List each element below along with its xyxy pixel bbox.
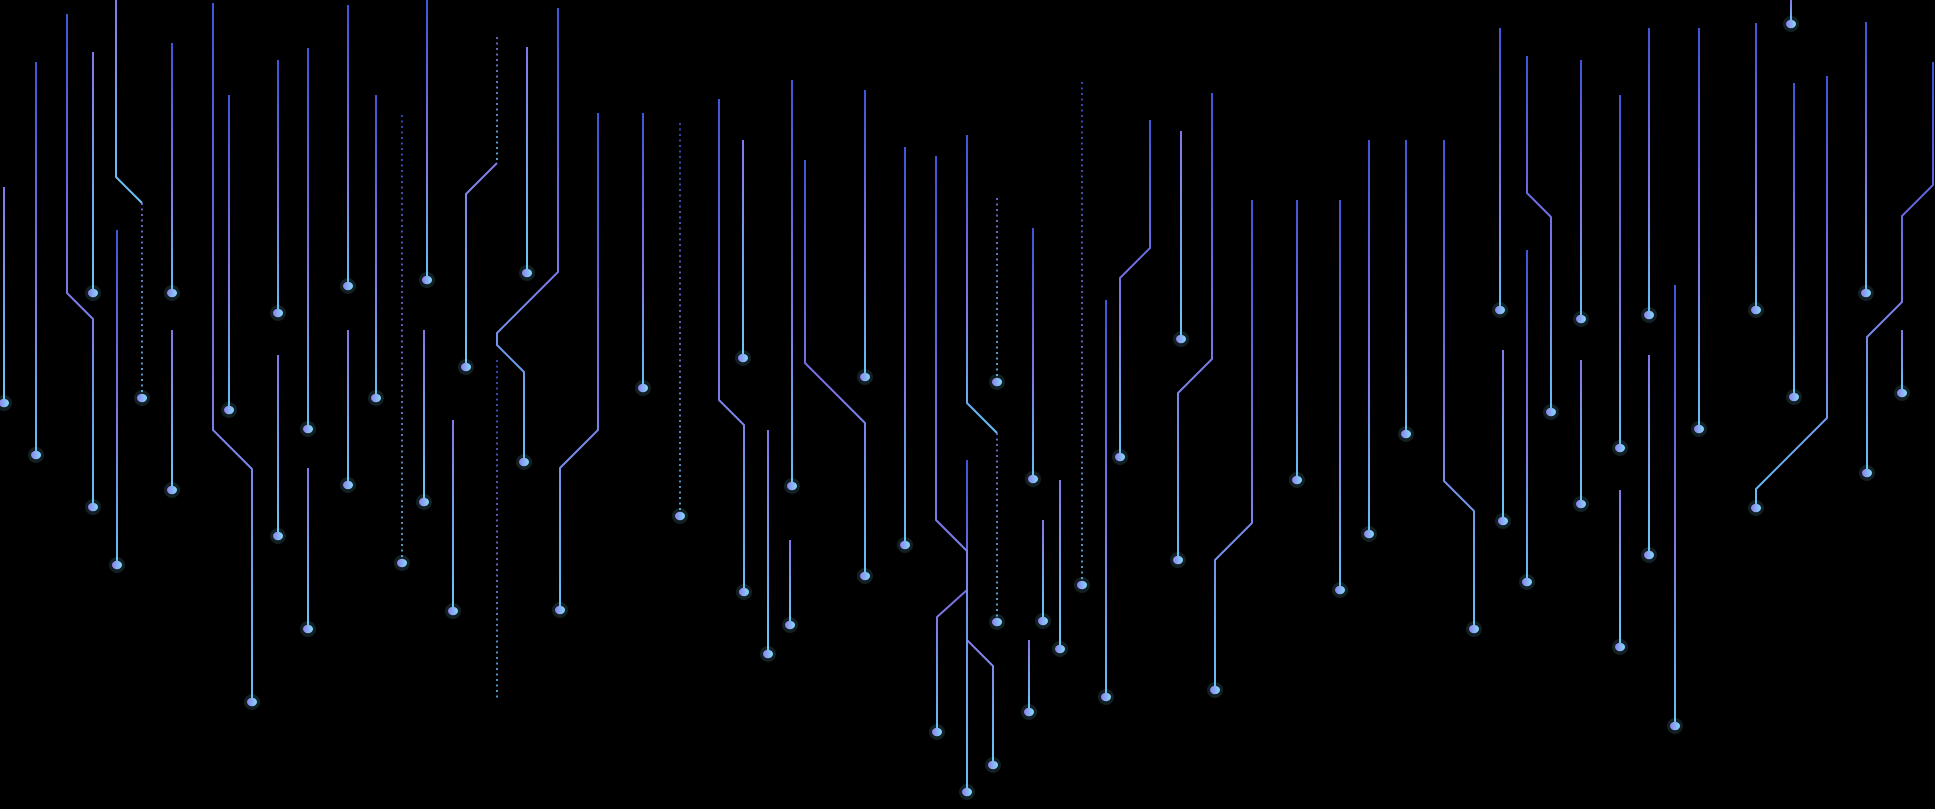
trace-endpoint-dot — [992, 377, 1002, 387]
circuit-trace — [1119, 120, 1151, 457]
trace-endpoint-dot — [1861, 288, 1871, 298]
trace-endpoint-dot — [1335, 585, 1345, 595]
circuit-trace — [935, 156, 968, 792]
trace-endpoint-dot — [785, 620, 795, 630]
circuit-trace — [1443, 140, 1475, 629]
trace-endpoint-dot — [988, 760, 998, 770]
trace-endpoint-dot — [461, 362, 471, 372]
trace-endpoint-dot — [1786, 19, 1796, 29]
trace-endpoint-dot — [738, 353, 748, 363]
trace-endpoint-dot — [88, 502, 98, 512]
trace-endpoint-dot — [787, 481, 797, 491]
trace-endpoint-dot — [1024, 707, 1034, 717]
trace-endpoint-dot — [1469, 624, 1479, 634]
trace-endpoint-dot — [763, 649, 773, 659]
circuit-trace — [1214, 200, 1253, 690]
trace-endpoint-dot — [343, 480, 353, 490]
trace-endpoint-dot — [397, 558, 407, 568]
trace-endpoint-dot — [1176, 334, 1186, 344]
trace-endpoint-dot — [1644, 310, 1654, 320]
circuit-trace — [966, 639, 994, 765]
trace-endpoint-dot — [0, 398, 9, 408]
trace-endpoint-dot — [419, 497, 429, 507]
trace-endpoint-dot — [88, 288, 98, 298]
trace-endpoint-dot — [1173, 555, 1183, 565]
trace-endpoint-dot — [1292, 475, 1302, 485]
trace-endpoint-dot — [1615, 642, 1625, 652]
trace-endpoint-dot — [273, 308, 283, 318]
circuit-trace — [496, 8, 559, 462]
trace-endpoint-dot — [1546, 407, 1556, 417]
trace-endpoint-dot — [1751, 503, 1761, 513]
trace-endpoint-dot — [638, 383, 648, 393]
trace-endpoint-dot — [31, 450, 41, 460]
trace-endpoint-dot — [900, 540, 910, 550]
trace-endpoint-dot — [1615, 443, 1625, 453]
trace-endpoint-dot — [303, 624, 313, 634]
trace-endpoint-dot — [555, 605, 565, 615]
trace-endpoint-dot — [1694, 424, 1704, 434]
circuit-trace — [936, 460, 968, 732]
trace-endpoint-dot — [1077, 580, 1087, 590]
trace-endpoint-dot — [1644, 550, 1654, 560]
trace-endpoint-dot — [224, 405, 234, 415]
circuit-trace — [115, 0, 143, 204]
trace-endpoint-dot — [1401, 429, 1411, 439]
trace-endpoint-dot — [522, 268, 532, 278]
circuit-trace — [804, 160, 866, 576]
circuit-trace — [1755, 76, 1828, 508]
trace-endpoint-dot — [137, 393, 147, 403]
circuit-trace — [559, 113, 599, 610]
trace-endpoint-dot — [1055, 644, 1065, 654]
trace-endpoint-dot — [1751, 305, 1761, 315]
trace-endpoint-dot — [992, 617, 1002, 627]
trace-endpoint-dot — [675, 511, 685, 521]
trace-endpoint-dot — [1364, 529, 1374, 539]
circuit-trace — [966, 135, 998, 434]
circuit-trace — [1866, 62, 1934, 473]
circuit-trace — [1526, 56, 1552, 412]
trace-endpoint-dot — [932, 727, 942, 737]
trace-endpoint-dot — [247, 697, 257, 707]
trace-endpoint-dot — [1576, 314, 1586, 324]
trace-endpoint-dot — [739, 587, 749, 597]
circuit-trace — [1177, 93, 1213, 560]
trace-endpoint-dot — [1670, 721, 1680, 731]
circuit-trace — [66, 14, 94, 507]
trace-endpoint-dot — [1038, 616, 1048, 626]
circuit-trace — [718, 99, 745, 592]
trace-endpoint-dot — [112, 560, 122, 570]
trace-endpoint-dot — [167, 485, 177, 495]
trace-endpoint-dot — [1576, 499, 1586, 509]
trace-endpoint-dot — [962, 787, 972, 797]
trace-endpoint-dot — [1115, 452, 1125, 462]
trace-endpoint-dot — [273, 531, 283, 541]
trace-endpoint-dot — [1028, 474, 1038, 484]
trace-endpoint-dot — [422, 275, 432, 285]
trace-endpoint-dot — [1495, 305, 1505, 315]
trace-endpoint-dot — [448, 606, 458, 616]
trace-endpoint-dot — [303, 424, 313, 434]
trace-endpoint-dot — [1210, 685, 1220, 695]
trace-endpoint-dot — [167, 288, 177, 298]
trace-endpoint-dot — [1101, 692, 1111, 702]
trace-endpoint-dot — [1522, 577, 1532, 587]
trace-endpoint-dot — [860, 372, 870, 382]
trace-endpoint-dot — [860, 571, 870, 581]
trace-endpoint-dot — [519, 457, 529, 467]
circuit-trace — [212, 3, 253, 702]
trace-endpoint-dot — [1862, 468, 1872, 478]
trace-endpoint-dot — [1498, 516, 1508, 526]
trace-endpoint-dot — [1897, 388, 1907, 398]
trace-endpoint-dot — [343, 281, 353, 291]
trace-endpoint-dot — [371, 393, 381, 403]
trace-endpoint-dot — [1789, 392, 1799, 402]
circuit-trace — [465, 162, 498, 367]
